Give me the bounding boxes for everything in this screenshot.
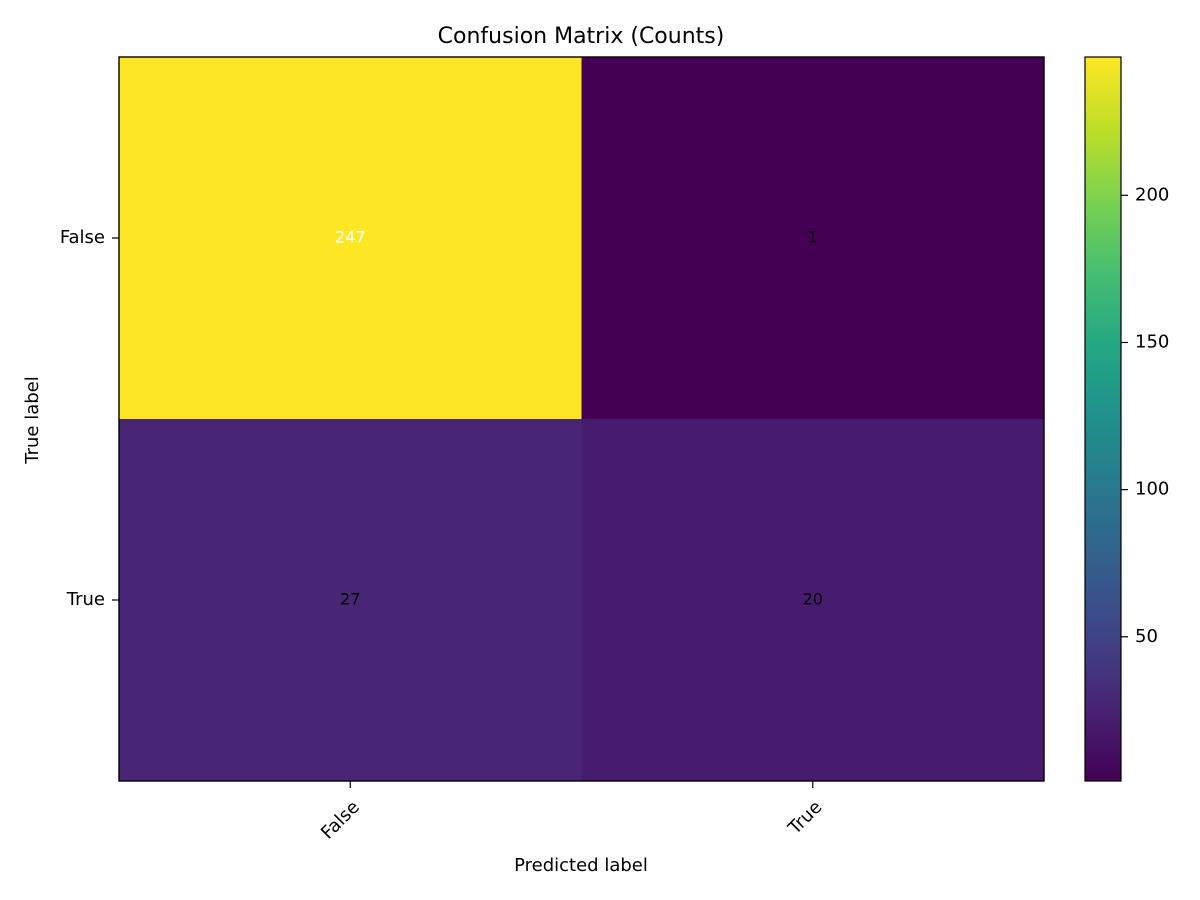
heatmap-cells: [119, 57, 1044, 781]
chart-title: Confusion Matrix (Counts): [438, 24, 725, 49]
heatmap-cell-true-true: [581, 419, 1044, 781]
cell-value-label-false-false: 247: [335, 228, 366, 247]
colorbar-tick-label-50: 50: [1135, 626, 1158, 647]
colorbar-tick-label-200: 200: [1135, 184, 1169, 205]
y-tick-label-true: True: [66, 589, 105, 610]
cell-value-label-true-false: 27: [340, 590, 360, 609]
colorbar-tick-label-150: 150: [1135, 331, 1169, 352]
x-tick-label-false: False: [317, 797, 364, 844]
plot-frame: [118, 56, 1045, 782]
y-tick-label-false: False: [60, 227, 105, 248]
heatmap-cell-false-true: [581, 57, 1044, 419]
colorbar-tick-label-100: 100: [1135, 479, 1169, 500]
cell-value-label-true-true: 20: [803, 590, 823, 609]
colorbar: [1084, 56, 1122, 782]
heatmap-cell-false-false: [119, 57, 582, 419]
y-axis-ticks: False True: [60, 227, 119, 610]
y-axis-label: True label: [22, 376, 43, 465]
x-tick-label-true: True: [784, 797, 827, 840]
colorbar-ticks: 50 100 150 200: [1121, 184, 1169, 647]
cell-value-label-false-true: 1: [808, 228, 818, 247]
heatmap-cell-true-false: [119, 419, 582, 781]
x-axis-label: Predicted label: [514, 855, 648, 876]
x-axis-ticks: False True: [317, 781, 826, 844]
heatmap-cell-labels: 247 1 27 20: [335, 228, 823, 609]
